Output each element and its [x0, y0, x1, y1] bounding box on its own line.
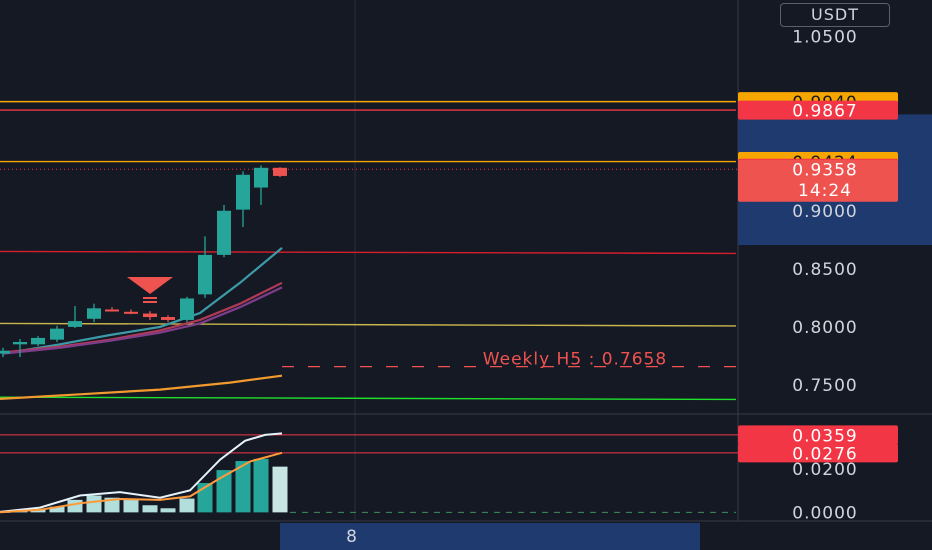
price-tick-label: 0.7500 [792, 376, 857, 396]
candle-body [273, 167, 287, 176]
candle-body [161, 317, 175, 320]
histogram-bar [104, 497, 120, 513]
price-tag-bg [738, 100, 898, 120]
candle[interactable] [143, 311, 157, 320]
moving-average-line [2, 286, 283, 355]
histogram-bar [142, 505, 158, 513]
price-tag-bg [738, 159, 898, 202]
price-tag-label: 0.9358 [792, 161, 857, 181]
candle-body [236, 174, 250, 210]
signal-mark [143, 297, 157, 299]
candle[interactable] [217, 204, 231, 258]
candle-body [105, 309, 119, 312]
price-tick-label: 1.0500 [792, 28, 857, 48]
histogram-bar [235, 461, 251, 513]
countdown-label: 14:24 [798, 181, 852, 201]
osc-tag[interactable]: 0.0359 [738, 425, 898, 446]
candle-body [50, 328, 64, 340]
time-axis-highlight [280, 523, 700, 550]
candle-body [13, 342, 27, 345]
time-axis[interactable]: 8 [280, 523, 700, 550]
candle[interactable] [50, 325, 64, 342]
candle[interactable] [105, 307, 119, 312]
candle[interactable] [13, 339, 27, 358]
candle-body [87, 308, 101, 319]
candle-body [68, 321, 82, 327]
time-axis-label: 8 [346, 527, 358, 547]
oscillator-line [0, 432, 283, 513]
osc-tag-label: 0.0359 [792, 426, 857, 446]
histogram-bar [67, 499, 83, 513]
price-axis[interactable]: 1.0500 0.9000 0.8500 0.8000 0.7500 0.0200 0.00… [738, 28, 932, 524]
level-line [0, 250, 737, 255]
histogram-bar [30, 509, 46, 513]
moving-average-line [0, 374, 283, 400]
osc-tag[interactable]: 0.0276 [738, 443, 898, 464]
candle[interactable] [68, 306, 82, 329]
candle[interactable] [87, 303, 101, 323]
price-tag[interactable]: 0.9867 [738, 100, 898, 122]
osc-tick-label: 0.0000 [792, 503, 857, 523]
candle[interactable] [31, 336, 45, 347]
moving-average-line [2, 281, 283, 354]
osc-tick-label: 0.0200 [792, 460, 857, 480]
currency-badge[interactable]: USDT [780, 3, 890, 27]
candle[interactable] [124, 309, 138, 315]
signal-mark [143, 301, 157, 303]
histogram-bar [253, 458, 269, 513]
histogram-bar [179, 498, 195, 513]
price-tick-label: 0.9000 [792, 202, 857, 222]
candle[interactable] [180, 296, 194, 323]
weekly-level-label: Weekly H5 : 0.7658 [483, 350, 667, 370]
candle[interactable] [236, 171, 250, 228]
moving-average-line [2, 247, 283, 355]
osc-tag-label: 0.0276 [792, 444, 857, 464]
histogram-bar [216, 470, 232, 513]
candle-body [180, 298, 194, 320]
candle-body [198, 254, 212, 295]
candle-body [0, 350, 10, 354]
sell-signal-icon[interactable] [127, 277, 173, 294]
price-tick-label: 0.8500 [792, 260, 857, 280]
histogram-bar [123, 500, 139, 513]
candle[interactable] [161, 315, 175, 323]
level-line [0, 396, 737, 401]
price-tag-label: 0.9867 [792, 102, 857, 122]
candle-body [124, 311, 138, 314]
oscillator-line [0, 451, 283, 514]
histogram-bar [272, 466, 288, 513]
histogram-bar [49, 506, 65, 513]
histogram-bar [160, 508, 176, 513]
price-tick-label: 0.8000 [792, 318, 857, 338]
candle-body [31, 337, 45, 345]
histogram-bar [86, 495, 102, 513]
oscillator-pane[interactable] [0, 432, 738, 514]
candle-body [217, 210, 231, 255]
osc-tag-bg [738, 425, 898, 445]
price-pane[interactable]: Weekly H5 : 0.7658 [0, 100, 738, 401]
candle[interactable] [0, 347, 10, 358]
candle[interactable] [198, 236, 212, 298]
level-line [0, 322, 737, 327]
candle[interactable] [273, 167, 287, 178]
osc-tag-bg [738, 443, 898, 463]
candle-body [143, 313, 157, 318]
candle-body [254, 167, 268, 188]
candle[interactable] [254, 165, 268, 205]
